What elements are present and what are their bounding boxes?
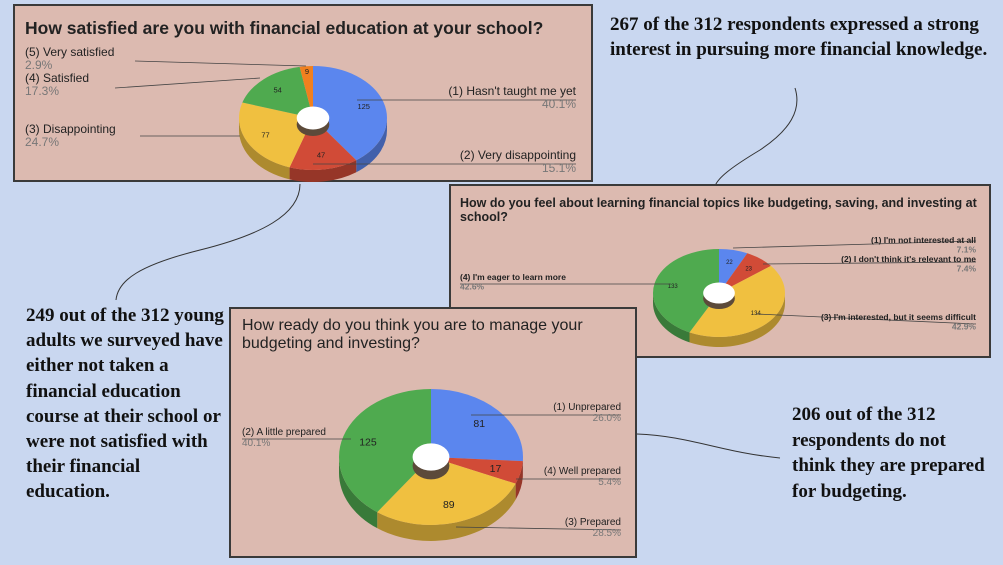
percent-label: 40.1% — [242, 438, 270, 449]
category-label: (3) Disappointing — [25, 122, 116, 136]
pie-side-3-i-m-interested-but-it-seems-difficult — [689, 293, 785, 347]
pie-slices — [239, 66, 388, 182]
pie-slice-3-i-m-interested-but-it-seems-difficult — [689, 265, 785, 337]
percent-label: 26.0% — [593, 413, 621, 424]
pie-hole — [412, 443, 450, 471]
pie-side-3-prepared — [377, 483, 516, 541]
connector-line-interest — [714, 87, 798, 187]
pie-slice-1-i-m-not-interested-at-all — [719, 249, 748, 293]
percent-label: 17.3% — [25, 84, 59, 98]
callout-line — [762, 261, 977, 265]
percent-label: 24.7% — [25, 135, 59, 149]
slice-value-label: 17 — [490, 463, 502, 475]
pie-slice-1-hasn-t-taught-me-yet — [313, 66, 388, 161]
slice-value-label: 54 — [273, 86, 281, 95]
budgeting-readiness-chart-title: How ready do you think you are to manage… — [242, 317, 583, 352]
slice-value-label: 77 — [261, 131, 269, 140]
pie-slices — [339, 389, 523, 541]
legend-callout-3-i-m-interested-but-it-seems-difficult: (3) I'm interested, but it seems difficu… — [755, 312, 977, 332]
pie-slice-3-prepared — [377, 457, 516, 525]
pie-slice-4-satisfied — [242, 66, 313, 118]
pie-slice-2-a-little-prepared — [339, 389, 431, 513]
budgeting-note: 206 out of the 312 respondents do not th… — [792, 404, 985, 502]
category-label: (1) I'm not interested at all — [871, 235, 976, 245]
percent-label: 40.1% — [542, 97, 576, 111]
category-label: (3) I'm interested, but it seems difficu… — [821, 312, 976, 322]
slice-value-label: 133 — [668, 284, 679, 290]
percent-label: 15.1% — [542, 161, 576, 175]
category-label: (4) Well prepared — [544, 466, 621, 477]
pie-slice-4-i-m-eager-to-learn-more — [653, 249, 719, 333]
callout-line — [732, 240, 977, 249]
callout-line — [455, 526, 622, 531]
pie-slices — [653, 249, 785, 347]
category-label: (2) I don't think it's relevant to me — [841, 254, 976, 264]
category-label: (1) Unprepared — [553, 402, 621, 413]
pie-side-3-disappointing — [239, 118, 290, 180]
category-label: (2) Very disappointing — [460, 148, 576, 162]
category-label: (1) Hasn't taught me yet — [448, 84, 576, 98]
legend-callout-2-i-don-t-think-it-s-relevant-to-me: (2) I don't think it's relevant to me7.4… — [762, 254, 977, 274]
slice-value-label: 125 — [359, 437, 377, 449]
category-label: (2) A little prepared — [242, 427, 326, 438]
connector-line-budgeting — [636, 433, 781, 459]
pie-hole — [703, 282, 735, 304]
pie-side-2-very-disappointing — [289, 160, 357, 182]
satisfaction-chart-panel: How satisfied are you with financial edu… — [13, 4, 593, 182]
slice-value-label: 23 — [745, 266, 752, 272]
learning-interest-chart-title: How do you feel about learning financial… — [460, 196, 977, 224]
percent-label: 2.9% — [25, 58, 53, 72]
slice-value-label: 9 — [305, 67, 309, 76]
satisfaction-chart-title: How satisfied are you with financial edu… — [25, 18, 544, 38]
category-label: (3) Prepared — [565, 517, 621, 528]
category-label: (4) I'm eager to learn more — [460, 272, 566, 282]
pie-side-2-a-little-prepared — [339, 457, 378, 529]
slice-value-label: 81 — [473, 418, 485, 430]
category-label: (5) Very satisfied — [25, 45, 114, 59]
callout-line — [134, 60, 307, 67]
slice-value-label: 47 — [317, 151, 325, 160]
education-note: 249 out of the 312 young adults we surve… — [26, 305, 224, 503]
percent-label: 28.5% — [593, 528, 621, 539]
percent-label: 42.9% — [952, 322, 977, 332]
pie-slice-2-very-disappointing — [289, 118, 357, 170]
category-label: (4) Satisfied — [25, 71, 89, 85]
budgeting-readiness-chart-panel: How ready do you think you are to manage… — [229, 307, 637, 558]
pie-slice-4-well-prepared — [431, 457, 523, 484]
connector-line-education — [115, 183, 301, 301]
percent-label: 7.1% — [957, 245, 977, 255]
pie-slice-2-i-don-t-think-it-s-relevant-to-me — [719, 253, 771, 293]
percent-label: 5.4% — [598, 477, 621, 488]
percent-label: 7.4% — [957, 264, 977, 274]
slice-value-label: 89 — [443, 499, 455, 511]
slice-value-label: 22 — [726, 260, 733, 266]
callout-line — [755, 313, 977, 325]
percent-label: 42.6% — [460, 282, 485, 292]
pie-hole — [296, 106, 330, 130]
callout-line — [114, 77, 261, 89]
slice-value-label: 125 — [357, 102, 370, 111]
pie-side-4-i-m-eager-to-learn-more — [653, 293, 690, 343]
pie-slice-3-disappointing — [239, 102, 313, 168]
pie-side-4-well-prepared — [515, 461, 523, 500]
pie-slice-1-unprepared — [431, 389, 523, 462]
pie-slice-5-very-satisfied — [299, 66, 313, 118]
pie-side-1-hasn-t-taught-me-yet — [356, 118, 387, 173]
interest-note: 267 of the 312 respondents expressed a s… — [610, 14, 988, 60]
